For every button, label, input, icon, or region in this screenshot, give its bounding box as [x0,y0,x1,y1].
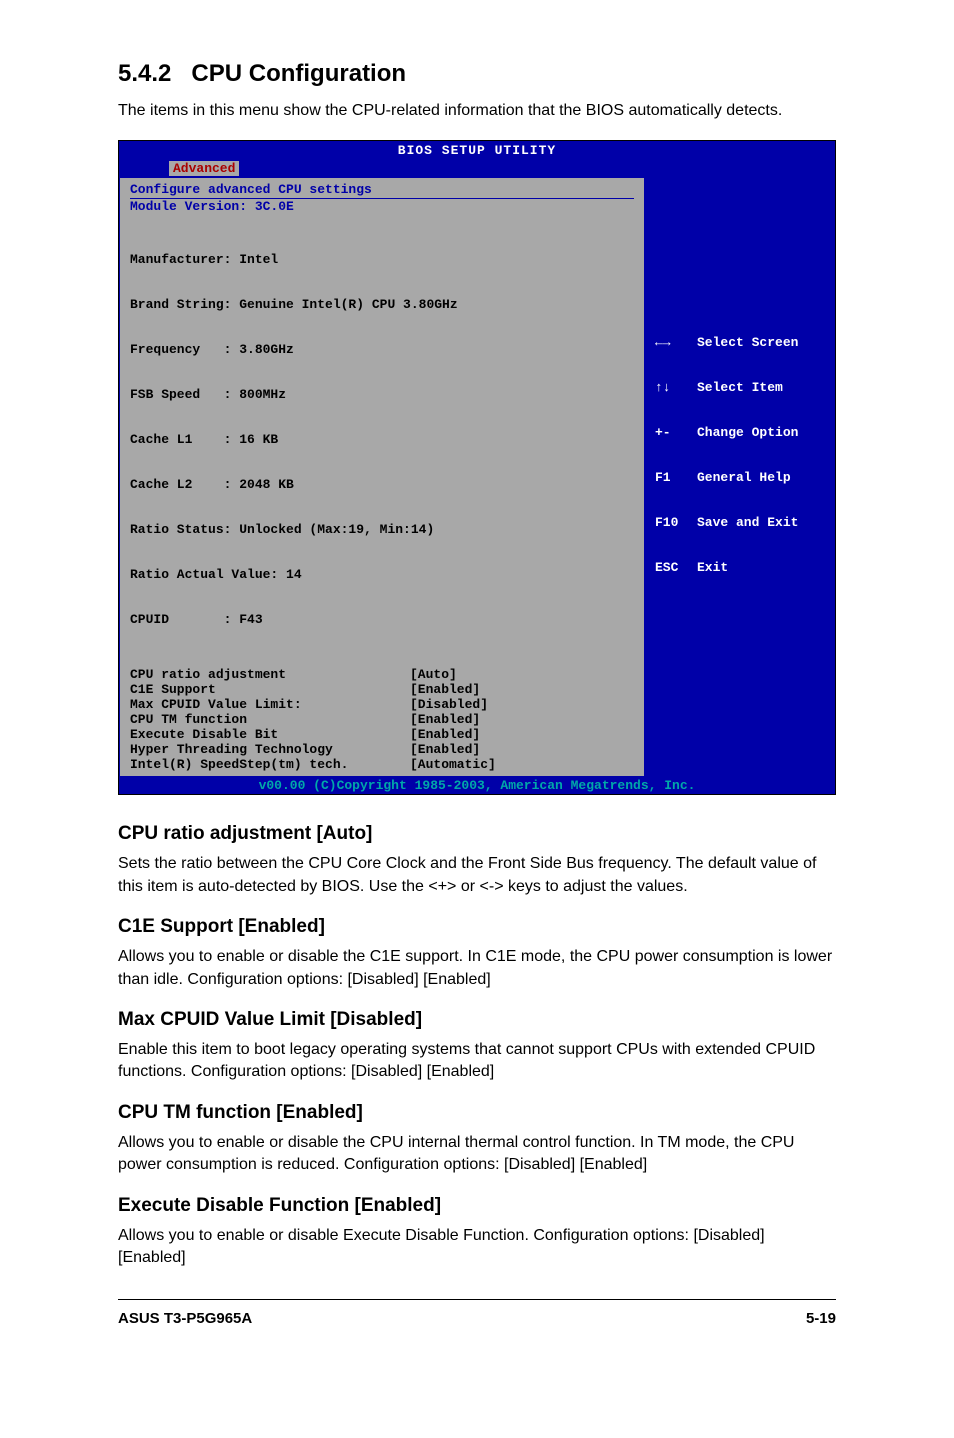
bios-setting-value: [Auto] [410,667,634,682]
bios-help-key: ESC [655,560,697,575]
subsection-body: Allows you to enable or disable the CPU … [118,1132,836,1177]
bios-info-line: Brand String: Genuine Intel(R) CPU 3.80G… [130,297,634,312]
subsection-title: CPU TM function [Enabled] [118,1102,836,1124]
bios-help-row: ←→Select Screen [655,335,825,350]
bios-help-row: ↑↓Select Item [655,380,825,395]
bios-body: Configure advanced CPU settings Module V… [119,177,835,777]
bios-setting-value: [Enabled] [410,682,634,697]
page-container: 5.4.2 CPU Configuration The items in thi… [0,0,954,1357]
bios-setting-row: Hyper Threading Technology [Enabled] [130,742,634,757]
bios-info-line: FSB Speed : 800MHz [130,387,634,402]
bios-info-line: Ratio Actual Value: 14 [130,567,634,582]
bios-info-line: Ratio Status: Unlocked (Max:19, Min:14) [130,522,634,537]
bios-setting-label: C1E Support [130,682,410,697]
bios-help-label: General Help [697,470,791,485]
bios-setting-label: Max CPUID Value Limit: [130,697,410,712]
bios-setting-value: [Enabled] [410,712,634,727]
bios-help-row: F10Save and Exit [655,515,825,530]
bios-setting-label: CPU ratio adjustment [130,667,410,682]
bios-help-key: +- [655,425,697,440]
bios-help-label: Select Item [697,380,783,395]
bios-setting-row: Execute Disable Bit [Enabled] [130,727,634,742]
footer-product: ASUS T3-P5G965A [118,1310,252,1327]
subsection-body: Enable this item to boot legacy operatin… [118,1039,836,1084]
bios-help-label: Exit [697,560,728,575]
bios-setting-value: [Automatic] [410,757,634,772]
bios-tab-advanced: Advanced [169,161,239,176]
page-footer: ASUS T3-P5G965A 5-19 [118,1299,836,1327]
bios-left-panel: Configure advanced CPU settings Module V… [119,177,645,777]
bios-setting-row: CPU TM function [Enabled] [130,712,634,727]
subsection-title: Max CPUID Value Limit [Disabled] [118,1009,836,1031]
bios-help-block: ←→Select Screen ↑↓Select Item +-Change O… [655,305,825,605]
bios-title: BIOS SETUP UTILITY [119,141,835,160]
bios-help-row: F1General Help [655,470,825,485]
intro-text: The items in this menu show the CPU-rela… [118,100,836,122]
bios-help-row: ESCExit [655,560,825,575]
section-number: 5.4.2 [118,60,171,87]
bios-tab-row: Advanced [119,160,835,177]
bios-info-line: Manufacturer: Intel [130,252,634,267]
bios-screenshot: BIOS SETUP UTILITY Advanced Configure ad… [118,140,836,795]
bios-setting-row: Max CPUID Value Limit: [Disabled] [130,697,634,712]
subsection-title: C1E Support [Enabled] [118,916,836,938]
subsection-title: Execute Disable Function [Enabled] [118,1195,836,1217]
bios-setting-value: [Enabled] [410,742,634,757]
bios-info-line: Frequency : 3.80GHz [130,342,634,357]
spacer [655,185,825,305]
bios-config-header2: Module Version: 3C.0E [130,199,634,214]
bios-setting-value: [Disabled] [410,697,634,712]
bios-info-line: Cache L1 : 16 KB [130,432,634,447]
subsection-body: Allows you to enable or disable the C1E … [118,946,836,991]
bios-setting-row: CPU ratio adjustment [Auto] [130,667,634,682]
subsection-body: Allows you to enable or disable Execute … [118,1225,836,1270]
bios-setting-value: [Enabled] [410,727,634,742]
bios-setting-label: Hyper Threading Technology [130,742,410,757]
bios-config-header1: Configure advanced CPU settings [130,182,634,199]
bios-setting-row: Intel(R) SpeedStep(tm) tech. [Automatic] [130,757,634,772]
bios-setting-row: C1E Support [Enabled] [130,682,634,697]
bios-help-key: F1 [655,470,697,485]
bios-setting-label: Execute Disable Bit [130,727,410,742]
bios-info-block: Manufacturer: Intel Brand String: Genuin… [130,222,634,657]
bios-help-label: Save and Exit [697,515,798,530]
bios-help-key: F10 [655,515,697,530]
footer-page-number: 5-19 [806,1310,836,1327]
bios-help-label: Change Option [697,425,798,440]
section-heading: 5.4.2 CPU Configuration [118,60,836,88]
subsection-title: CPU ratio adjustment [Auto] [118,823,836,845]
section-title-text: CPU Configuration [191,60,406,87]
bios-info-line: CPUID : F43 [130,612,634,627]
bios-footer: v00.00 (C)Copyright 1985-2003, American … [119,777,835,794]
bios-setting-label: CPU TM function [130,712,410,727]
subsection-body: Sets the ratio between the CPU Core Cloc… [118,853,836,898]
spacer [130,657,634,667]
bios-info-line: Cache L2 : 2048 KB [130,477,634,492]
bios-help-row: +-Change Option [655,425,825,440]
bios-help-key: ↑↓ [655,380,697,395]
bios-setting-label: Intel(R) SpeedStep(tm) tech. [130,757,410,772]
bios-help-key: ←→ [655,335,697,350]
bios-right-panel: ←→Select Screen ↑↓Select Item +-Change O… [645,177,835,777]
bios-help-label: Select Screen [697,335,798,350]
